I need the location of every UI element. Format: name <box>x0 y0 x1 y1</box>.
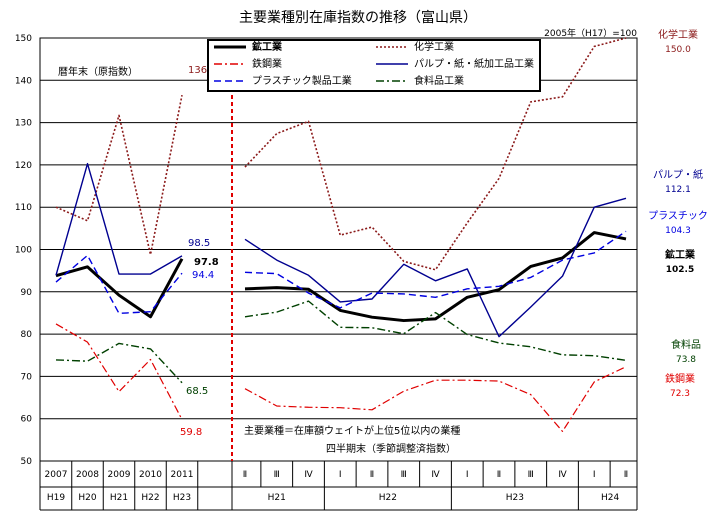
x-tick-era: H22 <box>379 493 397 503</box>
y-tick-label: 80 <box>21 330 33 340</box>
end-value-mining: 102.5 <box>666 265 694 275</box>
end-name-food: 食料品 <box>671 338 701 351</box>
end-name-chemical: 化学工業 <box>658 28 698 41</box>
x-tick-quarter: Ⅰ <box>339 470 342 480</box>
series-food-quarter-line <box>244 300 627 362</box>
footnote-line-2: 四半期末（季節調整済指数） <box>326 442 456 455</box>
series-lines <box>55 37 627 432</box>
x-tick-quarter: Ⅲ <box>528 470 534 480</box>
series-pulp-annual-line <box>55 162 183 276</box>
annual-label-pulp: 98.5 <box>188 238 210 249</box>
end-value-chemical: 150.0 <box>665 45 691 55</box>
y-tick-label: 90 <box>21 288 33 298</box>
footnote-line-1: 主要業種＝在庫額ウェイトが上位5位以内の業種 <box>244 424 460 437</box>
x-tick-era: H22 <box>141 493 159 503</box>
x-tick-era: H21 <box>268 493 286 503</box>
series-food-annual-line <box>55 342 183 384</box>
x-tick-year: 2008 <box>76 470 99 480</box>
x-tick-era: H24 <box>601 493 619 503</box>
end-name-mining: 鉱工業 <box>665 248 696 261</box>
plot-frame <box>39 37 638 462</box>
chart-title: 主要業種別在庫指数の推移（富山県） <box>239 9 477 26</box>
series-plastic-annual-line <box>55 254 183 315</box>
legend-label-plastic: プラスチック製品工業 <box>252 74 352 87</box>
x-tick-quarter: Ⅳ <box>431 470 440 480</box>
x-tick-quarter: Ⅲ <box>401 470 407 480</box>
series-mining-quarter-line <box>244 231 627 323</box>
x-tick-quarter: Ⅰ <box>466 470 469 480</box>
x-tick-year: 2009 <box>108 470 131 480</box>
x-tick-year: 2007 <box>45 470 68 480</box>
series-plastic-quarter-line <box>244 230 627 309</box>
y-tick-label: 60 <box>21 415 33 425</box>
y-tick-label: 120 <box>15 161 32 171</box>
x-tick-quarter: Ⅱ <box>243 470 247 480</box>
end-name-plastic: プラスチック <box>648 210 708 222</box>
series-chemical-annual-line <box>55 94 183 256</box>
x-tick-year: 2010 <box>139 470 162 480</box>
x-tick-quarter: Ⅳ <box>558 470 567 480</box>
annual-label-food: 68.5 <box>186 386 208 397</box>
x-tick-quarter: Ⅰ <box>593 470 596 480</box>
end-value-plastic: 104.3 <box>665 226 691 236</box>
y-tick-label: 130 <box>15 119 32 129</box>
series-steel-annual-line <box>55 323 183 420</box>
x-tick-era: H21 <box>110 493 128 503</box>
legend-box <box>207 39 541 92</box>
end-value-pulp: 112.1 <box>665 185 691 195</box>
base-note: 2005年（H17）=100 <box>544 27 637 39</box>
y-tick-label: 70 <box>21 372 33 382</box>
annual-label-chemical: 136.5 <box>188 65 217 76</box>
x-tick-quarter: Ⅳ <box>304 470 313 480</box>
annual-label-plastic: 94.4 <box>192 270 214 281</box>
annual-label-steel: 59.8 <box>180 427 202 438</box>
y-axis: 50 60 70 80 90 100 110 120 130 140 150 <box>15 34 32 467</box>
end-value-food: 73.8 <box>676 355 696 365</box>
x-tick-quarter: Ⅱ <box>497 470 501 480</box>
x-tick-era: H20 <box>78 493 96 503</box>
y-tick-label: 140 <box>15 76 32 86</box>
y-tick-label: 100 <box>15 246 32 256</box>
x-tick-quarter: Ⅱ <box>370 470 374 480</box>
x-axis: 2007 H19 2008 H20 2009 H21 2010 H22 2011 H23 Ⅱ Ⅲ Ⅳ Ⅰ Ⅱ… <box>39 461 638 511</box>
series-chemical-quarter-line <box>244 37 627 271</box>
y-tick-label: 110 <box>15 203 32 213</box>
grid <box>39 37 638 462</box>
series-steel-quarter-line <box>244 366 627 432</box>
end-name-pulp: パルプ・紙 <box>653 168 703 181</box>
y-tick-label: 150 <box>15 34 32 44</box>
end-name-steel: 鉄鋼業 <box>665 372 695 385</box>
x-tick-year: 2011 <box>171 470 194 480</box>
legend-label-food: 食料品工業 <box>414 74 464 87</box>
x-tick-quarter: Ⅱ <box>624 470 628 480</box>
x-tick-quarter: Ⅲ <box>274 470 280 480</box>
series-labels: 136.5 98.5 97.8 94.4 68.5 59.8 化学工業 150.0 パルプ・紙 1… <box>180 28 708 438</box>
x-tick-era: H23 <box>173 493 191 503</box>
legend-label-chemical: 化学工業 <box>414 40 454 53</box>
x-tick-era: H19 <box>47 493 65 503</box>
y-tick-label: 50 <box>21 457 33 467</box>
legend-label-mining: 鉱工業 <box>252 40 283 53</box>
legend-label-steel: 鉄鋼業 <box>252 57 282 70</box>
series-mining-annual-line <box>55 258 184 319</box>
annual-caption: 暦年末（原指数） <box>58 65 138 78</box>
x-tick-era: H23 <box>506 493 524 503</box>
series-pulp-quarter-line <box>244 197 627 338</box>
annual-label-mining: 97.8 <box>194 257 219 268</box>
legend-label-pulp: パルプ・紙・紙加工品工業 <box>414 57 534 70</box>
end-value-steel: 72.3 <box>670 389 690 399</box>
